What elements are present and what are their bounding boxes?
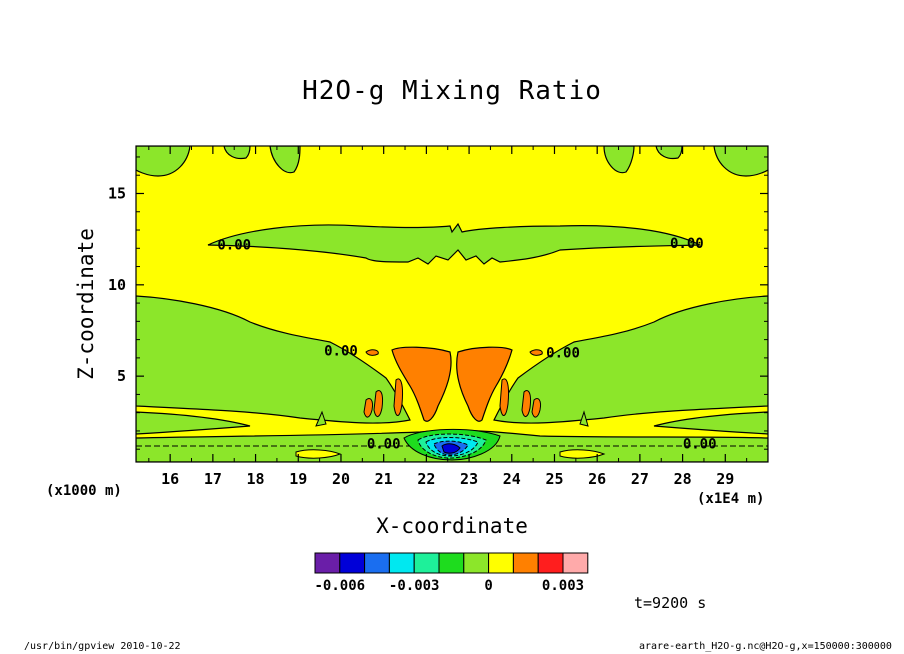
moist-region-mid-right — [493, 295, 768, 424]
colorbar-swatch — [537, 552, 564, 574]
moist-band-lower-right — [653, 411, 768, 435]
x-tick-label-25: 25 — [545, 470, 563, 488]
contour-label: 0.00 — [324, 344, 358, 360]
y-tick-label-15: 15 — [108, 184, 126, 202]
wet-streak-4 — [521, 390, 531, 417]
x-tick-label-20: 20 — [332, 470, 350, 488]
colorbar-swatch — [314, 552, 341, 574]
contour-label: 0.00 — [367, 437, 401, 453]
colorbar-swatch — [438, 552, 465, 574]
colorbar-swatch — [562, 552, 589, 574]
wet-core-left — [391, 346, 452, 422]
x-unit-label: (x1000 m) — [46, 483, 122, 499]
moist-band-upper — [207, 222, 701, 265]
z-unit-label: (x1E4 m) — [697, 491, 765, 507]
y-axis-label: Z-coordinate — [74, 228, 98, 380]
moist-slit-left — [315, 410, 327, 427]
chart-title: H2O-g Mixing Ratio — [302, 76, 602, 106]
moist-band-lower — [136, 411, 251, 435]
yellow-pocket-right — [559, 449, 606, 459]
contour-label: 0.00 — [670, 236, 704, 252]
colorbar-tick-label: -0.003 — [389, 578, 440, 594]
wet-streak-5 — [531, 397, 541, 418]
x-tick-label-21: 21 — [375, 470, 393, 488]
colorbar-swatch — [339, 552, 366, 574]
x-tick-label-24: 24 — [503, 470, 521, 488]
colorbar-swatch — [488, 552, 514, 574]
colorbar-swatch — [364, 552, 390, 574]
wet-streak-6 — [499, 378, 509, 416]
colorbar-swatch — [388, 552, 415, 574]
moist-region-top-blob-1 — [223, 146, 251, 160]
colorbar-swatch — [413, 552, 440, 574]
plot-frame — [135, 145, 769, 463]
y-tick-label-5: 5 — [117, 367, 126, 385]
x-tick-label-16: 16 — [161, 470, 179, 488]
moist-region-top-blob-3 — [655, 146, 683, 160]
yellow-pocket-left — [295, 449, 342, 459]
contour-label: 0.00 — [217, 238, 251, 254]
colorbar-swatch — [512, 552, 539, 574]
moist-region-top-left — [136, 146, 191, 177]
moist-region-mid-left — [136, 295, 411, 424]
dry-region-5 — [441, 443, 461, 454]
moist-slit-right — [579, 410, 589, 427]
wet-dot-right — [529, 349, 543, 356]
x-tick-label-28: 28 — [674, 470, 692, 488]
x-tick-label-27: 27 — [631, 470, 649, 488]
time-label: t=9200 s — [634, 594, 707, 612]
x-tick-label-29: 29 — [716, 470, 734, 488]
wet-streak-2 — [373, 390, 383, 417]
x-tick-label-26: 26 — [588, 470, 606, 488]
wet-streak-1 — [363, 397, 373, 418]
moist-region-top-blob-2 — [269, 146, 301, 174]
x-tick-label-17: 17 — [204, 470, 222, 488]
x-tick-label-23: 23 — [460, 470, 478, 488]
wet-streak-3 — [393, 378, 403, 416]
footer-right: arare-earth_H2O-g.nc@H2O-g,x=150000:3000… — [639, 641, 892, 652]
contour-fields — [136, 146, 768, 462]
background-field — [136, 146, 768, 462]
colorbar: -0.006 -0.003 0 0.003 — [314, 552, 589, 594]
x-tick-label-22: 22 — [417, 470, 435, 488]
contour-label: 0.00 — [683, 437, 717, 453]
y-tick-label-10: 10 — [108, 276, 126, 294]
contour-labels: 0.00 0.00 0.00 0.00 0.00 0.00 — [217, 236, 716, 453]
moist-region-top-blob-4 — [603, 146, 635, 174]
footer-left: /usr/bin/gpview 2010-10-22 — [24, 641, 181, 652]
colorbar-tick-label: 0 — [484, 578, 492, 594]
x-tick-label-18: 18 — [247, 470, 265, 488]
contour-label: 0.00 — [546, 345, 580, 361]
y-axis-ticks: 5 10 15 — [108, 156, 768, 450]
colorbar-tick-label: -0.006 — [315, 578, 366, 594]
x-axis-ticks: 16 17 18 19 20 21 22 23 24 25 26 27 28 29 — [148, 146, 748, 488]
x-axis-label: X-coordinate — [376, 514, 528, 538]
wet-core-right — [456, 346, 513, 422]
colorbar-swatch — [463, 552, 490, 574]
x-tick-label-19: 19 — [289, 470, 307, 488]
wet-dot-left — [365, 349, 379, 356]
colorbar-tick-label: 0.003 — [542, 578, 584, 594]
moist-region-top-right — [713, 146, 768, 177]
